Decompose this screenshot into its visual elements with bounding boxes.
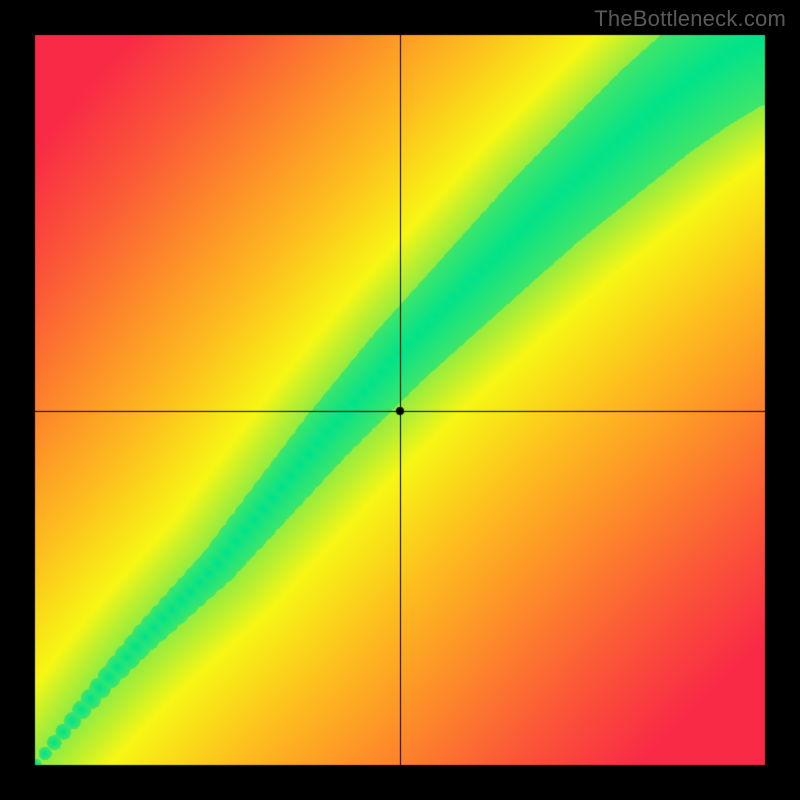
chart-container: TheBottleneck.com [0,0,800,800]
watermark-text: TheBottleneck.com [594,6,786,32]
bottleneck-heatmap-canvas [0,0,800,800]
